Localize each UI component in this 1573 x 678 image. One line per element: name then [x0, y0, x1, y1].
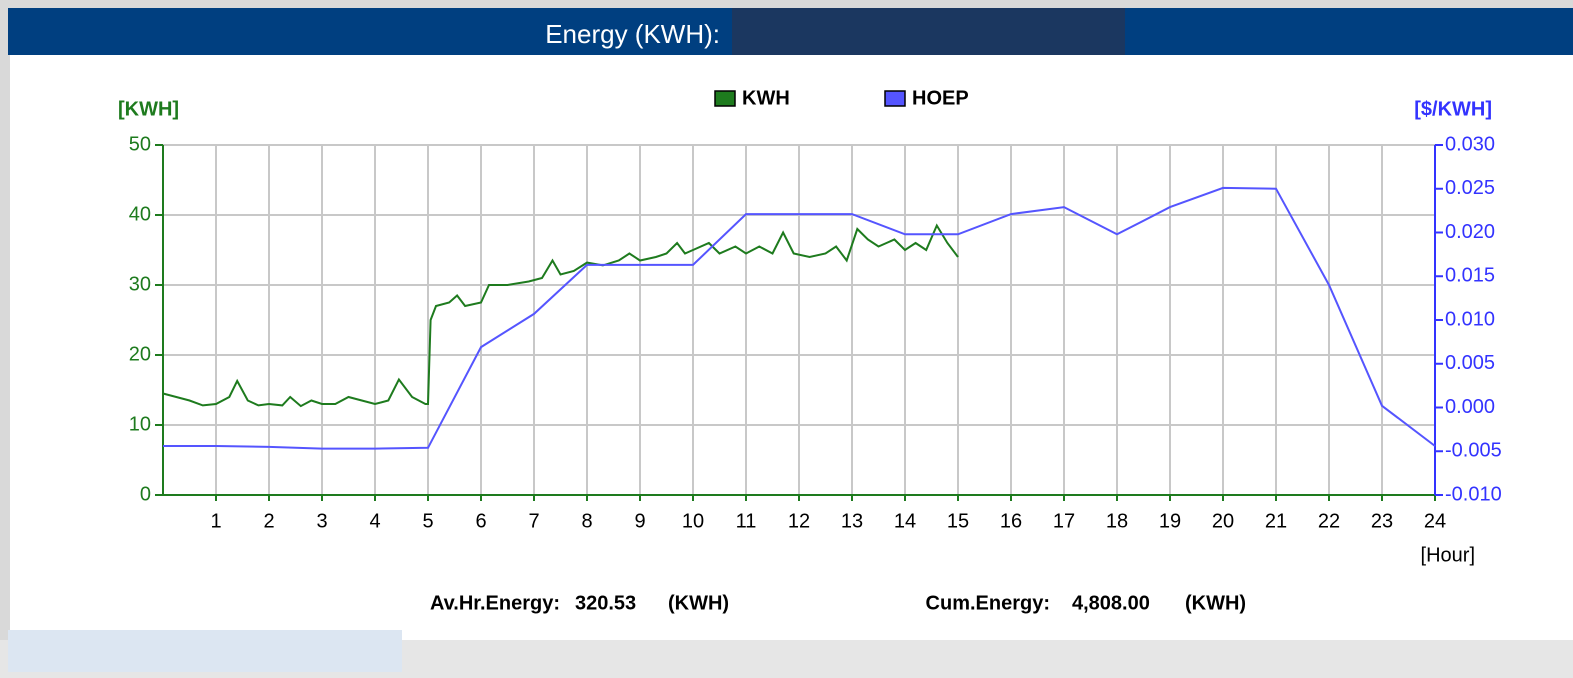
series-line — [163, 186, 1436, 450]
stat-unit: (KWH) — [668, 592, 729, 614]
x-tick-label: 23 — [1371, 510, 1393, 532]
stat-label: Cum.Energy: — [926, 592, 1050, 614]
y-tick-label: 40 — [129, 203, 151, 225]
y2-tick-label: 0.005 — [1445, 352, 1495, 374]
redacted-box — [732, 8, 1125, 55]
y-tick-label: 20 — [129, 343, 151, 365]
panel — [10, 8, 1573, 640]
x-tick-label: 5 — [422, 510, 433, 532]
x-axis-label: [Hour] — [1421, 544, 1475, 566]
y-axis-label: [KWH] — [118, 98, 179, 120]
x-tick-label: 1 — [210, 510, 221, 532]
x-tick-label: 24 — [1424, 510, 1446, 532]
y-tick-label: 0 — [140, 483, 151, 505]
x-tick-label: 21 — [1265, 510, 1287, 532]
y2-tick-label: 0.020 — [1445, 221, 1495, 243]
x-tick-label: 22 — [1318, 510, 1340, 532]
y-tick-label: 10 — [129, 413, 151, 435]
x-tick-label: 12 — [788, 510, 810, 532]
x-tick-label: 9 — [634, 510, 645, 532]
stat-label: Av.Hr.Energy: — [430, 592, 560, 614]
stat-value: 320.53 — [575, 592, 636, 614]
x-tick-label: 11 — [736, 510, 757, 532]
x-tick-label: 18 — [1106, 510, 1128, 532]
x-tick-label: 19 — [1159, 510, 1181, 532]
y2-axis-label: [$/KWH] — [1414, 98, 1492, 120]
y-tick-label: 50 — [129, 133, 151, 155]
stat-value: 4,808.00 — [1072, 592, 1150, 614]
legend-label: KWH — [742, 87, 790, 109]
x-tick-label: 6 — [475, 510, 486, 532]
x-tick-label: 7 — [528, 510, 539, 532]
y2-tick-label: -0.010 — [1445, 483, 1502, 505]
series-line — [162, 223, 959, 408]
legend-swatch — [714, 90, 736, 107]
x-tick-label: 17 — [1053, 510, 1075, 532]
y2-tick-label: 0.010 — [1445, 308, 1495, 330]
footer-box — [8, 630, 402, 672]
x-tick-label: 20 — [1212, 510, 1234, 532]
x-tick-label: 15 — [947, 510, 969, 532]
y-tick-label: 30 — [129, 273, 151, 295]
y2-tick-label: 0.030 — [1445, 133, 1495, 155]
y2-tick-label: 0.025 — [1445, 177, 1495, 199]
x-tick-label: 16 — [1000, 510, 1022, 532]
legend-label: HOEP — [912, 87, 969, 109]
legend-swatch — [884, 90, 906, 107]
x-tick-label: 8 — [581, 510, 592, 532]
x-tick-label: 10 — [682, 510, 704, 532]
x-tick-label: 3 — [316, 510, 327, 532]
stat-unit: (KWH) — [1185, 592, 1246, 614]
y2-tick-label: -0.005 — [1445, 440, 1502, 462]
x-tick-label: 14 — [894, 510, 916, 532]
y2-tick-label: 0.015 — [1445, 265, 1495, 287]
x-tick-label: 4 — [369, 510, 380, 532]
x-tick-label: 13 — [841, 510, 863, 532]
x-tick-label: 2 — [263, 510, 274, 532]
y2-tick-label: 0.000 — [1445, 396, 1495, 418]
chart-title: Energy (KWH): — [545, 19, 720, 49]
